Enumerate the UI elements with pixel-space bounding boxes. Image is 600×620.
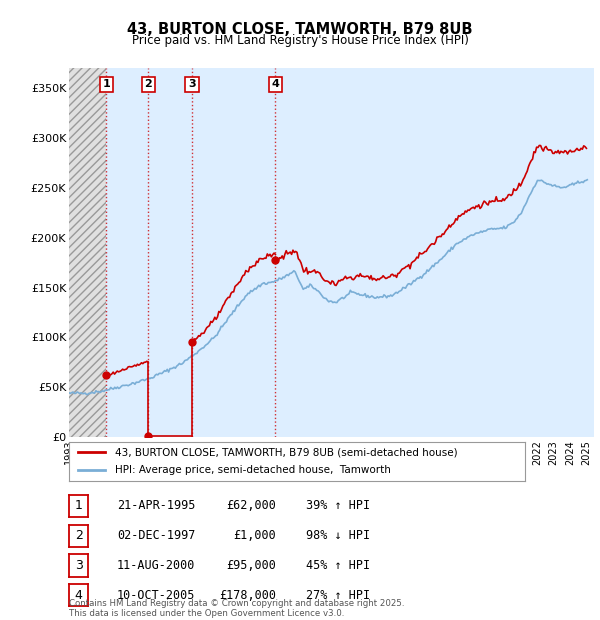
Text: 2: 2 [145, 79, 152, 89]
Text: 45% ↑ HPI: 45% ↑ HPI [306, 559, 370, 572]
Text: 43, BURTON CLOSE, TAMWORTH, B79 8UB (semi-detached house): 43, BURTON CLOSE, TAMWORTH, B79 8UB (sem… [115, 448, 457, 458]
Text: 2: 2 [74, 529, 83, 542]
Text: £95,000: £95,000 [226, 559, 276, 572]
Text: £178,000: £178,000 [219, 589, 276, 601]
Text: 3: 3 [188, 79, 196, 89]
Text: 43, BURTON CLOSE, TAMWORTH, B79 8UB: 43, BURTON CLOSE, TAMWORTH, B79 8UB [127, 22, 473, 37]
Text: £62,000: £62,000 [226, 500, 276, 512]
Text: 27% ↑ HPI: 27% ↑ HPI [306, 589, 370, 601]
Text: 4: 4 [74, 589, 83, 601]
Text: 10-OCT-2005: 10-OCT-2005 [117, 589, 196, 601]
Text: 02-DEC-1997: 02-DEC-1997 [117, 529, 196, 542]
Text: 11-AUG-2000: 11-AUG-2000 [117, 559, 196, 572]
Text: 21-APR-1995: 21-APR-1995 [117, 500, 196, 512]
Text: 39% ↑ HPI: 39% ↑ HPI [306, 500, 370, 512]
Text: 3: 3 [74, 559, 83, 572]
Text: 1: 1 [74, 500, 83, 512]
Text: Contains HM Land Registry data © Crown copyright and database right 2025.
This d: Contains HM Land Registry data © Crown c… [69, 599, 404, 618]
Text: 4: 4 [272, 79, 280, 89]
Text: 98% ↓ HPI: 98% ↓ HPI [306, 529, 370, 542]
Text: 1: 1 [103, 79, 110, 89]
Bar [106, 68, 594, 437]
Text: £1,000: £1,000 [233, 529, 276, 542]
Text: Price paid vs. HM Land Registry's House Price Index (HPI): Price paid vs. HM Land Registry's House … [131, 34, 469, 47]
Text: HPI: Average price, semi-detached house,  Tamworth: HPI: Average price, semi-detached house,… [115, 465, 391, 475]
